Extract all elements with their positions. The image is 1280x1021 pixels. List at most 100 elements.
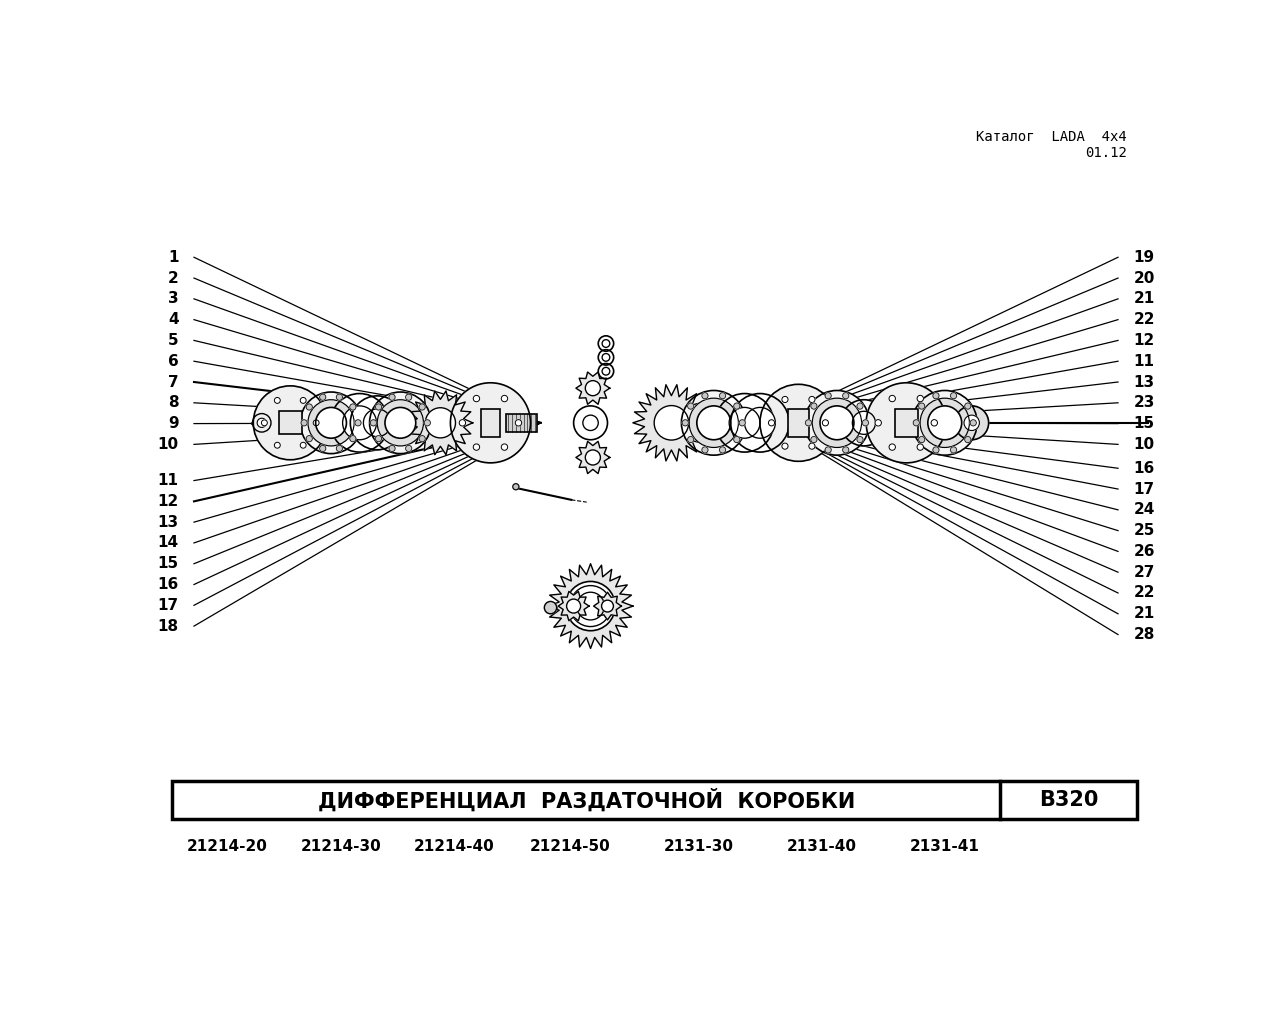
Circle shape [343,406,376,440]
Circle shape [805,420,812,426]
Circle shape [274,397,280,403]
Circle shape [602,368,609,375]
Circle shape [731,393,790,452]
Circle shape [378,399,424,446]
Circle shape [419,404,425,410]
Text: 11: 11 [1133,353,1155,369]
Text: 25: 25 [1133,523,1155,538]
Circle shape [842,447,849,453]
Bar [787,409,809,437]
Text: 22: 22 [1133,312,1155,327]
Circle shape [931,420,937,426]
Text: 16: 16 [1133,460,1155,476]
Circle shape [965,437,970,443]
Circle shape [598,363,613,379]
Circle shape [577,592,604,620]
Circle shape [355,420,361,426]
Circle shape [567,599,581,613]
Text: 10: 10 [1133,437,1155,452]
Circle shape [364,409,392,437]
Circle shape [965,403,970,409]
Circle shape [257,419,266,428]
Text: 3: 3 [168,291,179,306]
Circle shape [274,442,280,448]
Circle shape [701,447,708,453]
Text: 17: 17 [157,598,179,613]
Circle shape [826,447,831,453]
Circle shape [760,384,837,461]
Circle shape [370,420,376,426]
Text: 13: 13 [157,515,179,530]
Text: 19: 19 [1133,250,1155,264]
Circle shape [689,398,739,447]
Circle shape [933,447,940,453]
Bar [173,781,1137,820]
Circle shape [301,392,362,453]
Circle shape [809,396,815,402]
Text: 21214-40: 21214-40 [415,839,495,854]
Circle shape [301,397,306,403]
Circle shape [856,437,863,443]
Circle shape [602,353,609,361]
Text: 12: 12 [1133,333,1155,348]
Circle shape [451,383,530,463]
Circle shape [351,396,404,450]
Circle shape [598,349,613,366]
Circle shape [330,393,389,452]
Text: 21: 21 [1133,606,1155,622]
Circle shape [570,586,611,627]
Circle shape [716,393,774,452]
Circle shape [919,437,924,443]
Text: 18: 18 [157,619,179,634]
Circle shape [768,420,774,426]
Circle shape [301,442,306,448]
Circle shape [719,393,726,399]
Circle shape [682,420,689,426]
Text: 16: 16 [157,577,179,592]
Text: 15: 15 [1133,417,1155,431]
Text: 8: 8 [168,395,179,410]
Circle shape [913,420,919,426]
Text: 24: 24 [1133,502,1155,518]
Circle shape [261,420,268,426]
Text: 5: 5 [168,333,179,348]
Circle shape [253,386,328,459]
Text: 21: 21 [1133,291,1155,306]
Circle shape [890,395,896,401]
Circle shape [810,403,817,409]
Circle shape [852,411,876,434]
Circle shape [739,420,745,426]
Text: 6: 6 [168,353,179,369]
Text: 22: 22 [1133,585,1155,600]
Circle shape [320,394,326,400]
Text: Каталог  LADA  4x4: Каталог LADA 4x4 [977,131,1128,144]
Circle shape [916,395,923,401]
Text: 1: 1 [168,250,179,264]
Circle shape [337,445,343,451]
Circle shape [406,445,412,451]
Circle shape [460,420,466,426]
Text: 2131-40: 2131-40 [787,839,856,854]
Text: 17: 17 [1133,482,1155,496]
Text: 21214-20: 21214-20 [187,839,268,854]
Circle shape [602,600,613,612]
Polygon shape [594,592,621,620]
Circle shape [306,436,312,442]
Circle shape [375,404,381,410]
Polygon shape [576,372,609,404]
Circle shape [782,443,788,449]
Circle shape [933,393,940,399]
Text: 14: 14 [157,535,179,550]
Circle shape [502,444,508,450]
Circle shape [863,420,869,426]
Circle shape [389,445,396,451]
Circle shape [782,396,788,402]
Circle shape [585,450,600,465]
Bar [279,411,302,434]
Circle shape [730,407,760,438]
Circle shape [585,381,600,396]
Circle shape [349,404,356,410]
Circle shape [964,416,979,431]
Circle shape [919,403,924,409]
Text: 26: 26 [1133,544,1155,558]
